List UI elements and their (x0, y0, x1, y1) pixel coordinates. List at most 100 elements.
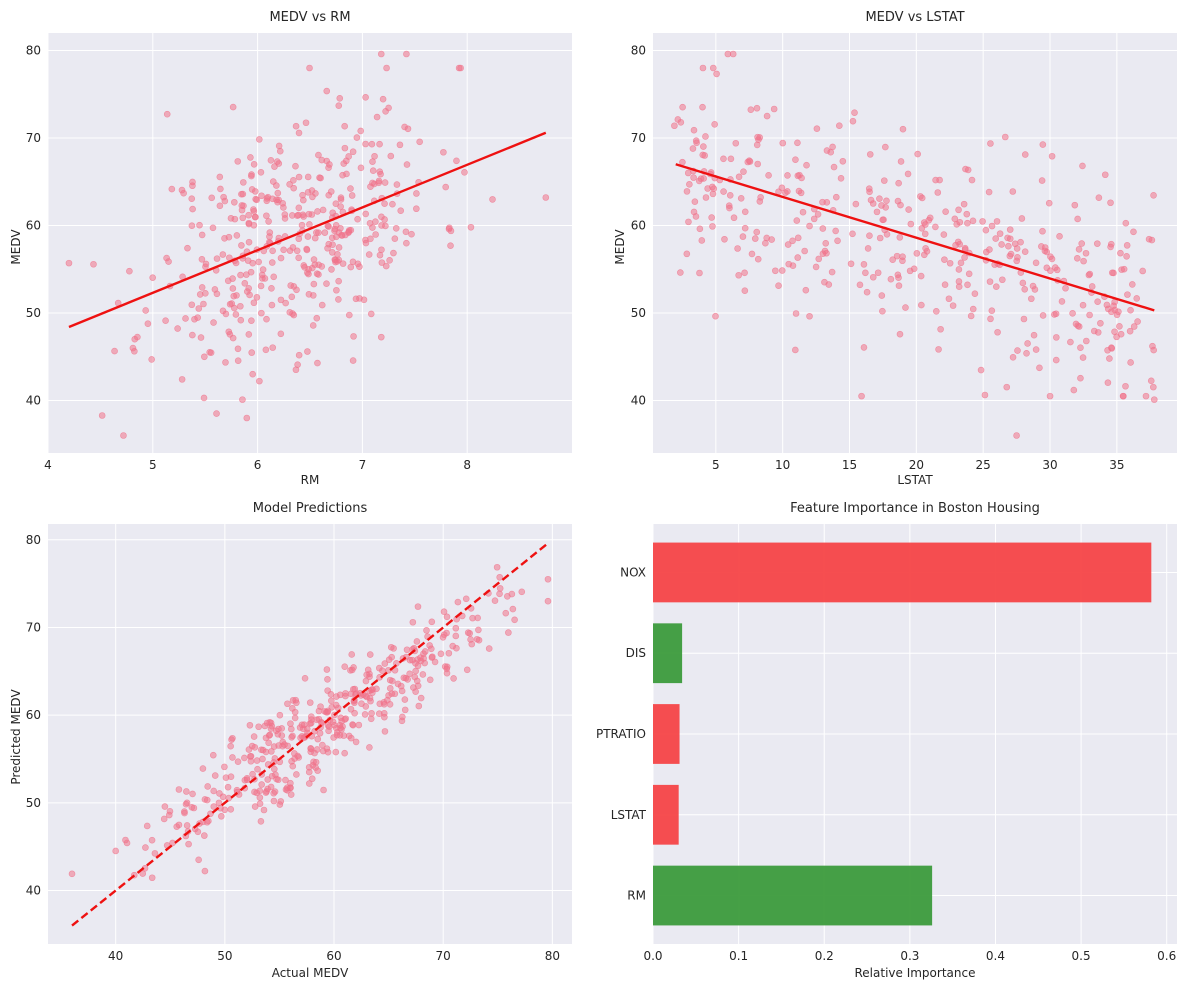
data-point (1003, 383, 1011, 391)
data-point (416, 138, 423, 146)
data-point (329, 718, 337, 726)
data-point (383, 64, 390, 72)
data-point (362, 677, 370, 685)
data-point (239, 214, 247, 222)
data-point (386, 701, 394, 708)
data-point (860, 261, 868, 268)
data-point (328, 234, 336, 242)
data-point (324, 722, 332, 729)
data-point (111, 347, 118, 355)
data-point (382, 262, 390, 270)
data-point (690, 208, 698, 216)
data-point (690, 126, 698, 134)
data-point (1122, 219, 1130, 227)
data-point (165, 258, 172, 265)
data-point (1123, 253, 1130, 260)
data-point (437, 650, 445, 658)
data-point (248, 317, 255, 324)
data-point (794, 139, 801, 147)
data-point (747, 106, 755, 114)
data-point (305, 780, 313, 787)
data-point (1142, 392, 1150, 400)
data-point (338, 717, 346, 725)
data-point (1079, 354, 1087, 361)
data-point (323, 157, 331, 165)
data-point (823, 147, 831, 154)
data-point (941, 281, 949, 288)
y-tick-label: 80 (26, 44, 41, 58)
data-point (942, 208, 949, 215)
data-point (968, 176, 976, 184)
data-point (431, 658, 439, 666)
data-point (247, 753, 254, 760)
data-point (198, 256, 206, 263)
data-point (866, 151, 874, 158)
data-point (1130, 323, 1138, 330)
data-point (229, 285, 237, 292)
data-point (935, 346, 942, 353)
axes-ticks: 40 50 60 70 80 4 5 6 7 8 (26, 33, 572, 472)
data-point (1023, 350, 1030, 357)
data-point (249, 770, 256, 778)
data-point (362, 210, 370, 218)
data-point (874, 269, 882, 277)
data-point (151, 850, 159, 857)
data-point (863, 288, 871, 296)
data-point (1039, 227, 1046, 235)
data-point (363, 671, 370, 679)
data-point (737, 195, 745, 202)
data-point (288, 212, 296, 219)
data-point (269, 344, 277, 351)
data-point (234, 758, 242, 765)
data-point (269, 247, 276, 255)
data-point (142, 844, 149, 851)
data-point (768, 236, 775, 243)
data-point (314, 208, 321, 215)
data-point (789, 237, 796, 245)
data-point (899, 125, 907, 133)
data-point (753, 104, 761, 112)
data-point (290, 184, 297, 192)
data-point (785, 260, 793, 268)
data-point (337, 224, 344, 232)
data-point (889, 256, 897, 264)
y-tick-label: 80 (631, 44, 646, 58)
data-point (993, 218, 1001, 225)
data-point (264, 776, 272, 783)
data-point (964, 281, 971, 289)
data-point (544, 597, 552, 605)
data-point (333, 693, 340, 700)
data-point (378, 246, 385, 254)
data-point (982, 248, 990, 256)
data-point (1123, 242, 1131, 249)
data-point (355, 721, 363, 729)
data-point (1069, 310, 1076, 317)
data-point (369, 158, 376, 165)
data-point (381, 728, 389, 735)
data-point (744, 158, 752, 166)
data-point (443, 665, 451, 673)
data-point (245, 219, 253, 227)
data-point (268, 259, 276, 266)
data-point (295, 211, 302, 219)
data-point (977, 366, 985, 374)
data-point (256, 794, 264, 801)
data-point (417, 694, 425, 702)
data-point (815, 255, 823, 263)
data-point (454, 598, 462, 606)
data-point (341, 663, 349, 670)
data-point (216, 202, 224, 210)
data-point (303, 245, 310, 253)
data-point (896, 234, 904, 241)
data-point (314, 359, 321, 367)
data-point (1013, 432, 1020, 439)
data-point (321, 229, 329, 236)
data-point (210, 319, 217, 326)
data-point (702, 133, 709, 140)
data-point (832, 227, 839, 235)
data-point (257, 818, 265, 825)
category-label: RM (627, 889, 646, 903)
data-point (356, 295, 363, 302)
data-point (198, 231, 206, 239)
data-point (282, 776, 289, 784)
